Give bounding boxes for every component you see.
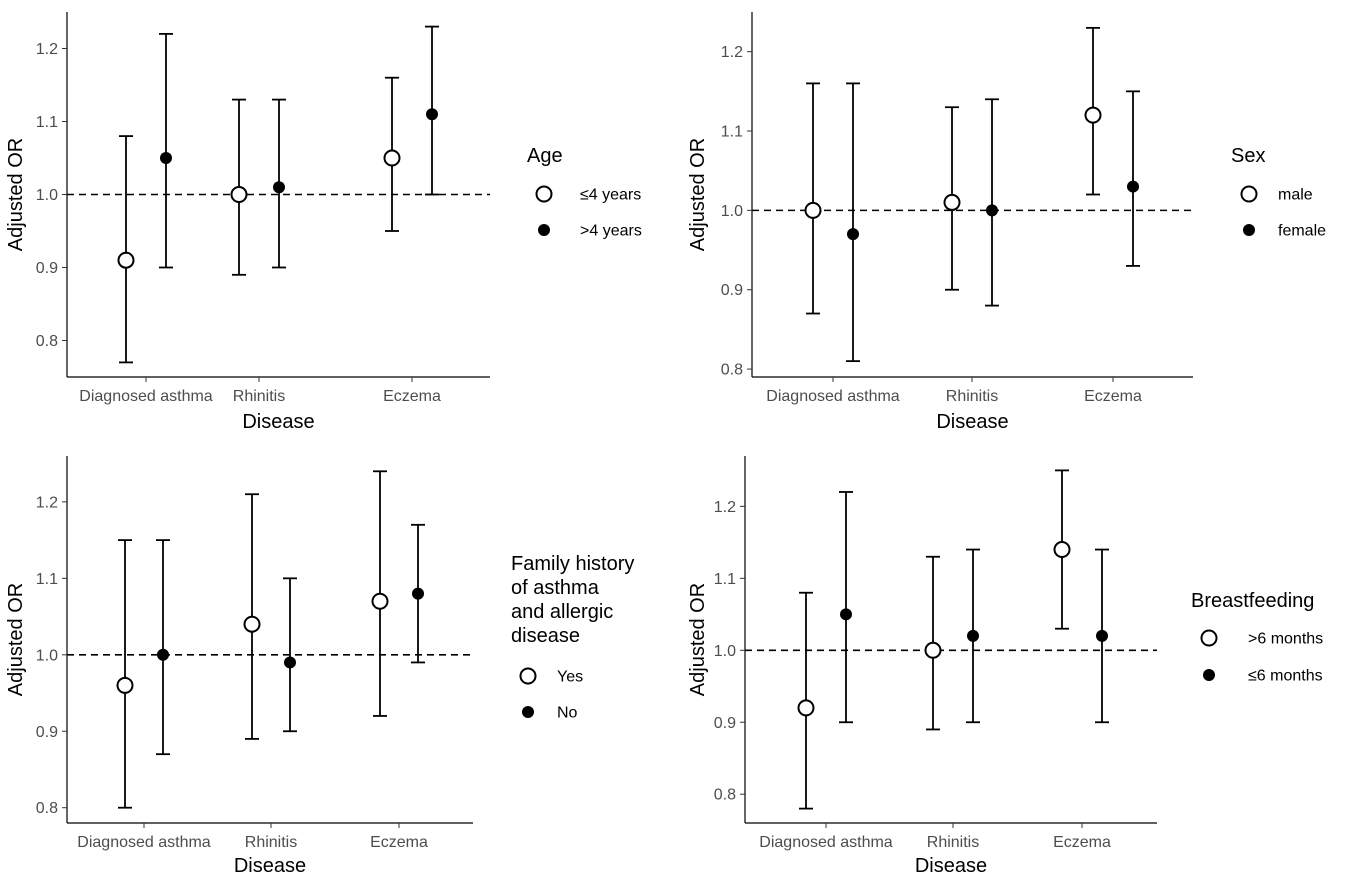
legend-title: of asthma: [511, 577, 600, 599]
legend-title: Breastfeeding: [1191, 590, 1314, 612]
data-point-filled: [1127, 180, 1139, 193]
legend-key-open: [1240, 185, 1258, 203]
y-axis-title: Adjusted OR: [687, 583, 709, 696]
legend-label: ≤6 months: [1248, 668, 1323, 685]
data-point-open: [1053, 541, 1071, 559]
data-point-filled: [157, 648, 169, 661]
legend-title: Family history: [511, 553, 634, 575]
data-point-open: [797, 699, 815, 717]
data-point-open: [383, 149, 401, 167]
y-tick-label: 1.1: [721, 124, 743, 141]
y-tick-label: 1.2: [721, 44, 743, 61]
y-tick-label: 1.1: [714, 571, 736, 588]
data-point-filled: [284, 656, 296, 669]
data-point-open: [117, 251, 135, 269]
data-point-open: [804, 201, 822, 219]
data-point-open: [116, 676, 134, 694]
y-axis-title: Adjusted OR: [687, 138, 709, 251]
x-tick-label: Rhinitis: [927, 834, 979, 851]
legend: Breastfeeding >6 months ≤6 months: [1191, 590, 1323, 685]
legend-key-filled: [1243, 224, 1255, 236]
legend-label: >4 years: [580, 223, 642, 240]
x-tick-label: Diagnosed asthma: [77, 834, 211, 851]
x-axis-title: Disease: [234, 855, 306, 877]
x-axis-title: Disease: [915, 855, 987, 877]
legend-title: disease: [511, 625, 580, 647]
data-point-filled: [986, 204, 998, 217]
data-point-open: [924, 641, 942, 659]
legend-title: Age: [527, 145, 563, 167]
x-tick-label: Diagnosed asthma: [79, 388, 213, 405]
legend-label: ≤4 years: [580, 187, 641, 204]
y-tick-label: 1.0: [36, 647, 58, 664]
chart-panel-4: 0.8 0.9 1.0 1.1 1.2 Diagnosed asthma Rhinitis E…: [687, 456, 1323, 877]
x-tick-label: Diagnosed asthma: [766, 388, 900, 405]
data-point-filled: [273, 181, 285, 194]
legend: Sex male female: [1231, 145, 1326, 240]
y-tick-label: 0.9: [714, 715, 736, 732]
data-point-filled: [426, 108, 438, 121]
data-point-filled: [1096, 629, 1108, 642]
legend-label: >6 months: [1248, 631, 1323, 648]
x-tick-label: Diagnosed asthma: [759, 834, 893, 851]
y-axis-title: Adjusted OR: [5, 583, 27, 696]
legend-key-filled: [538, 224, 550, 236]
y-tick-label: 1.2: [714, 499, 736, 516]
chart-panel-2: 0.8 0.9 1.0 1.1 1.2 Diagnosed asthma Rhinitis E…: [687, 12, 1326, 433]
data-point-filled: [840, 608, 852, 621]
y-tick-label: 1.0: [36, 187, 58, 204]
x-tick-label: Eczema: [370, 834, 428, 851]
legend-label: male: [1278, 187, 1313, 204]
legend-title: Sex: [1231, 145, 1265, 167]
x-axis-title: Disease: [936, 411, 1008, 433]
x-tick-label: Rhinitis: [245, 834, 297, 851]
legend-label: No: [557, 705, 578, 722]
legend-key-open: [519, 667, 537, 685]
legend: Age ≤4 years >4 years: [527, 145, 642, 240]
y-tick-label: 0.8: [721, 362, 743, 379]
y-tick-label: 0.9: [721, 282, 743, 299]
y-tick-label: 1.1: [36, 571, 58, 588]
data-point-filled: [412, 587, 424, 600]
chart-panel-3: 0.8 0.9 1.0 1.1 1.2 Diagnosed asthma Rhinitis E…: [5, 456, 634, 877]
y-tick-label: 1.2: [36, 41, 58, 58]
data-point-filled: [847, 228, 859, 241]
y-tick-label: 0.8: [36, 800, 58, 817]
x-tick-label: Eczema: [1053, 834, 1111, 851]
data-point-filled: [967, 629, 979, 642]
legend-key-open: [535, 185, 553, 203]
y-tick-label: 1.1: [36, 114, 58, 131]
y-tick-label: 1.2: [36, 494, 58, 511]
y-tick-label: 1.0: [714, 643, 736, 660]
legend-label: Yes: [557, 669, 583, 686]
y-tick-label: 1.0: [721, 203, 743, 220]
data-point-open: [1084, 106, 1102, 124]
legend-key-filled: [1203, 669, 1215, 681]
data-point-open: [243, 615, 261, 633]
legend-key-filled: [522, 706, 534, 718]
x-axis-title: Disease: [242, 411, 314, 433]
data-point-open: [943, 193, 961, 211]
data-point-filled: [160, 152, 172, 164]
legend-title: and allergic: [511, 601, 613, 623]
legend: Family history of asthma and allergic di…: [511, 553, 634, 722]
x-tick-label: Eczema: [1084, 388, 1142, 405]
y-axis-title: Adjusted OR: [5, 138, 27, 251]
y-tick-label: 0.8: [714, 787, 736, 804]
legend-key-open: [1200, 629, 1218, 647]
legend-label: female: [1278, 223, 1326, 240]
x-tick-label: Rhinitis: [233, 388, 285, 405]
x-tick-label: Rhinitis: [946, 388, 998, 405]
data-point-open: [371, 592, 389, 610]
chart-panel-1: 0.8 0.9 1.0 1.1 1.2 Diagnosed asthma Rhinitis E…: [5, 12, 642, 433]
y-tick-label: 0.9: [36, 260, 58, 277]
data-point-open: [230, 186, 248, 203]
x-tick-label: Eczema: [383, 388, 441, 405]
y-tick-label: 0.8: [36, 333, 58, 350]
y-tick-label: 0.9: [36, 724, 58, 741]
